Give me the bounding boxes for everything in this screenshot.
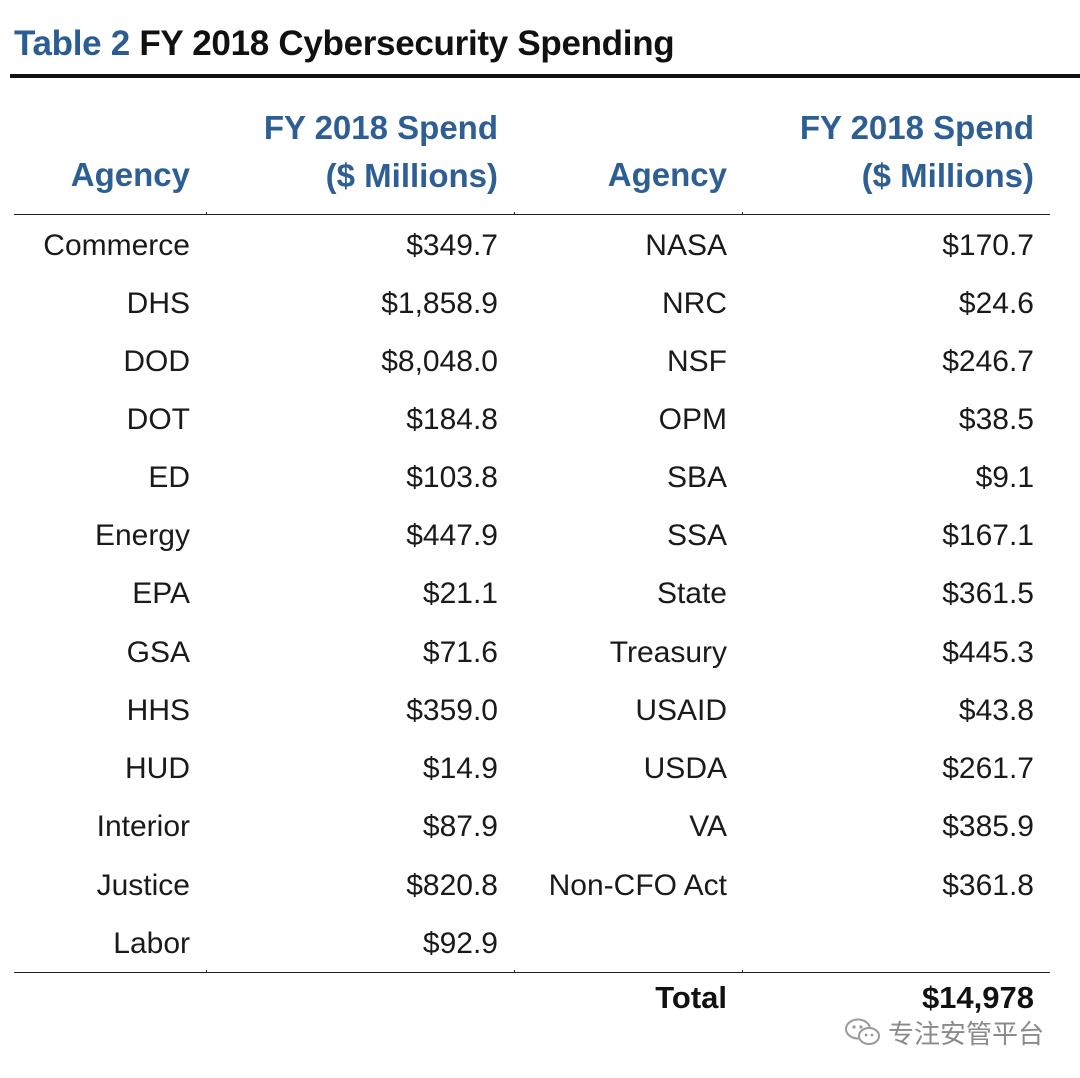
column-tick	[514, 212, 515, 215]
left-agency-cell: EPA	[132, 577, 190, 610]
table-row: DHS $1,858.9 NRC $24.6	[0, 276, 1080, 334]
header-spend-left: FY 2018 Spend ($ Millions)	[220, 104, 498, 200]
right-spend-cell: $385.9	[942, 810, 1034, 843]
right-agency-cell: USDA	[643, 752, 727, 785]
left-spend-cell: $71.6	[422, 636, 498, 669]
table-row: DOT $184.8 OPM $38.5	[0, 392, 1080, 450]
left-agency-cell: HUD	[125, 752, 190, 785]
watermark-text: 专注安管平台	[888, 1018, 1045, 1049]
table-row: ED $103.8 SBA $9.1	[0, 450, 1080, 508]
table-row: EPA $21.1 State $361.5	[0, 566, 1080, 624]
right-agency-cell: Treasury	[609, 636, 727, 669]
table-caption: FY 2018 Cybersecurity Spending	[139, 24, 675, 63]
left-spend-cell: $21.1	[422, 577, 498, 610]
table-row: GSA $71.6 Treasury $445.3	[0, 625, 1080, 683]
right-spend-cell: $445.3	[942, 636, 1034, 669]
left-agency-cell: GSA	[126, 636, 190, 669]
table-number: Table 2	[14, 24, 130, 63]
left-spend-cell: $14.9	[422, 752, 498, 785]
table-row: Interior $87.9 VA $385.9	[0, 799, 1080, 857]
left-agency-cell: DHS	[126, 287, 190, 320]
wechat-icon	[844, 1017, 882, 1047]
right-agency-cell: NASA	[645, 229, 727, 262]
right-spend-cell: $24.6	[958, 287, 1034, 320]
table-row: HUD $14.9 USDA $261.7	[0, 741, 1080, 799]
right-agency-cell: NRC	[662, 287, 727, 320]
right-agency-cell: State	[656, 577, 727, 610]
header-spend-left-line2: ($ Millions)	[325, 157, 498, 194]
right-agency-cell: SSA	[666, 519, 727, 552]
left-spend-cell: $1,858.9	[381, 287, 498, 320]
right-spend-cell: $361.8	[942, 869, 1034, 902]
left-spend-cell: $820.8	[406, 869, 498, 902]
header-agency-right: Agency	[607, 156, 727, 193]
right-spend-cell: $43.8	[958, 694, 1034, 727]
watermark: 专注安管平台	[844, 1012, 1044, 1052]
right-spend-cell: $167.1	[942, 519, 1034, 552]
right-spend-cell: $261.7	[942, 752, 1034, 785]
table-row: Energy $447.9 SSA $167.1	[0, 508, 1080, 566]
total-label: Total	[655, 980, 727, 1015]
right-spend-cell: $38.5	[958, 403, 1034, 436]
header-agency-left: Agency	[70, 156, 190, 193]
right-agency-cell: VA	[689, 810, 727, 843]
right-spend-cell: $9.1	[975, 461, 1034, 494]
column-tick	[514, 970, 515, 973]
column-tick	[206, 970, 207, 973]
right-agency-cell: NSF	[667, 345, 727, 378]
header-spend-left-line1: FY 2018 Spend	[263, 109, 498, 146]
title-rule	[10, 74, 1080, 78]
header-spend-right-line1: FY 2018 Spend	[799, 109, 1034, 146]
column-tick	[742, 970, 743, 973]
table-row: Justice $820.8 Non-CFO Act $361.8	[0, 858, 1080, 916]
left-agency-cell: ED	[148, 461, 190, 494]
right-agency-cell: USAID	[635, 694, 727, 727]
column-tick	[206, 212, 207, 215]
table-row: Labor $92.9	[0, 916, 1080, 974]
left-spend-cell: $92.9	[422, 927, 498, 960]
left-spend-cell: $8,048.0	[381, 345, 498, 378]
header-spend-right: FY 2018 Spend ($ Millions)	[760, 104, 1034, 200]
left-agency-cell: Commerce	[43, 229, 190, 262]
table-title: Table 2 FY 2018 Cybersecurity Spending	[14, 24, 675, 64]
right-spend-cell: $170.7	[942, 229, 1034, 262]
left-agency-cell: Justice	[96, 869, 190, 902]
left-spend-cell: $447.9	[406, 519, 498, 552]
left-spend-cell: $184.8	[406, 403, 498, 436]
table-row: Commerce $349.7 NASA $170.7	[0, 218, 1080, 276]
left-spend-cell: $349.7	[406, 229, 498, 262]
right-agency-cell: Non-CFO Act	[548, 869, 727, 902]
left-agency-cell: Labor	[113, 927, 190, 960]
left-spend-cell: $103.8	[406, 461, 498, 494]
left-spend-cell: $359.0	[406, 694, 498, 727]
left-agency-cell: DOT	[126, 403, 190, 436]
right-agency-cell: SBA	[666, 461, 727, 494]
total-rule	[14, 972, 1050, 973]
left-agency-cell: DOD	[123, 345, 190, 378]
left-agency-cell: HHS	[126, 694, 190, 727]
left-agency-cell: Interior	[96, 810, 190, 843]
header-spend-right-line2: ($ Millions)	[861, 157, 1034, 194]
table-row: HHS $359.0 USAID $43.8	[0, 683, 1080, 741]
right-spend-cell: $246.7	[942, 345, 1034, 378]
total-value: $14,978	[921, 980, 1034, 1015]
header-rule	[14, 214, 1050, 215]
table-row: DOD $8,048.0 NSF $246.7	[0, 334, 1080, 392]
left-agency-cell: Energy	[94, 519, 190, 552]
left-spend-cell: $87.9	[422, 810, 498, 843]
right-agency-cell: OPM	[658, 403, 727, 436]
column-tick	[742, 212, 743, 215]
right-spend-cell: $361.5	[942, 577, 1034, 610]
